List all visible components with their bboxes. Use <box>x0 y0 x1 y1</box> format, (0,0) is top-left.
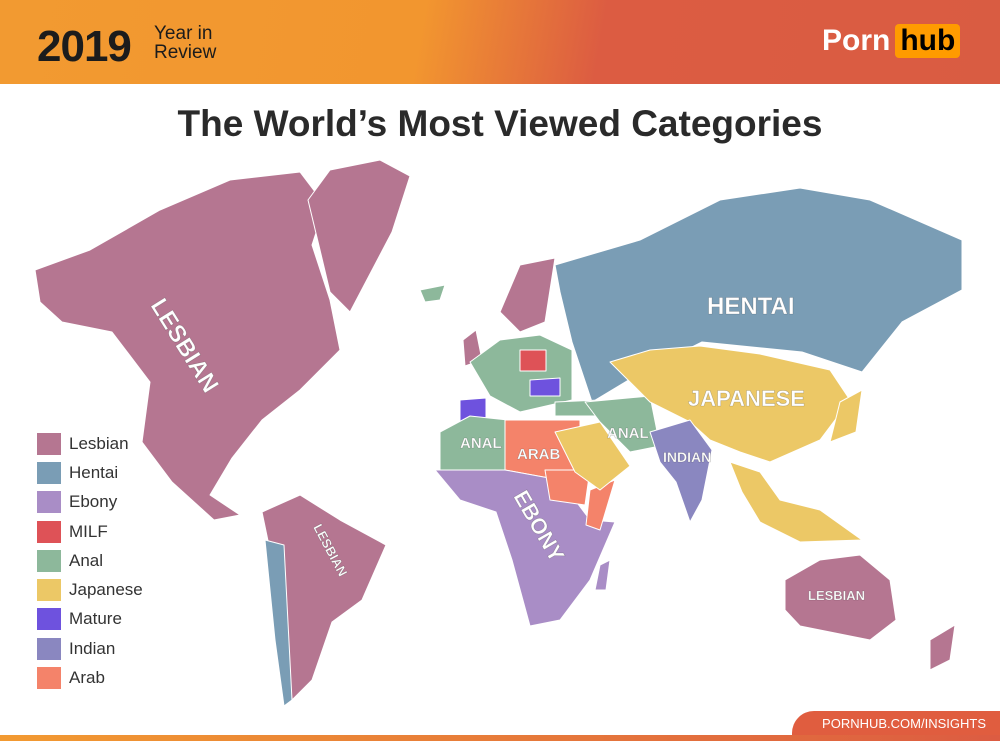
region-chile-hentai <box>264 539 293 707</box>
header-banner: 2019 Year in Review Porn hub <box>0 0 1000 84</box>
region-poland-milf <box>519 349 547 372</box>
legend-swatch <box>37 461 61 484</box>
legend-item-lesbian: Lesbian <box>37 429 143 458</box>
footer-stripe <box>0 735 1000 741</box>
legend-item-ebony: Ebony <box>37 488 143 517</box>
legend: Lesbian Hentai Ebony MILF Anal Japanese … <box>37 429 143 693</box>
legend-item-mature: Mature <box>37 605 143 634</box>
region-greenland-lesbian <box>307 159 411 313</box>
legend-swatch <box>37 491 61 514</box>
legend-item-hentai: Hentai <box>37 458 143 487</box>
legend-swatch <box>37 579 61 602</box>
legend-item-japanese: Japanese <box>37 575 143 604</box>
insights-link[interactable]: PORNHUB.COM/INSIGHTS <box>792 711 1000 735</box>
region-india-indian <box>649 419 713 523</box>
legend-item-anal: Anal <box>37 546 143 575</box>
legend-swatch <box>37 432 61 455</box>
map-label-australia: LESBIAN <box>808 588 865 603</box>
region-southeast-asia-japanese <box>729 461 863 543</box>
map-label-north-africa: ANAL <box>460 435 502 452</box>
region-new-zealand-lesbian <box>929 624 956 671</box>
map-label-middle-east: ANAL <box>607 425 649 442</box>
region-japan-japanese <box>829 389 863 443</box>
map-label-india: INDIAN <box>663 449 711 465</box>
legend-swatch <box>37 520 61 543</box>
legend-item-indian: Indian <box>37 634 143 663</box>
region-middle-east-anal <box>584 395 661 453</box>
region-russia-hentai <box>554 187 963 403</box>
legend-swatch <box>37 667 61 690</box>
region-hungary-mature <box>529 377 561 397</box>
legend-swatch <box>37 608 61 631</box>
year: 2019 <box>37 22 132 71</box>
region-australia-lesbian <box>784 554 897 641</box>
pornhub-logo[interactable]: Porn hub <box>822 24 961 58</box>
region-arabia-japanese <box>554 421 631 491</box>
region-scandinavia-lesbian <box>499 257 556 333</box>
page-title: The World’s Most Viewed Categories <box>177 103 823 144</box>
region-iceland-anal <box>419 284 446 303</box>
legend-swatch <box>37 549 61 572</box>
region-north-america-lesbian <box>34 171 341 521</box>
legend-swatch <box>37 637 61 660</box>
legend-item-milf: MILF <box>37 517 143 546</box>
map-label-east-asia: JAPANESE <box>688 386 805 411</box>
map-label-russia: HENTAI <box>707 293 795 320</box>
legend-item-arab: Arab <box>37 663 143 692</box>
region-madagascar-ebony <box>594 559 611 591</box>
map-label-egypt: ARAB <box>517 446 560 463</box>
year-in-review-subtitle: Year in Review <box>154 23 217 63</box>
